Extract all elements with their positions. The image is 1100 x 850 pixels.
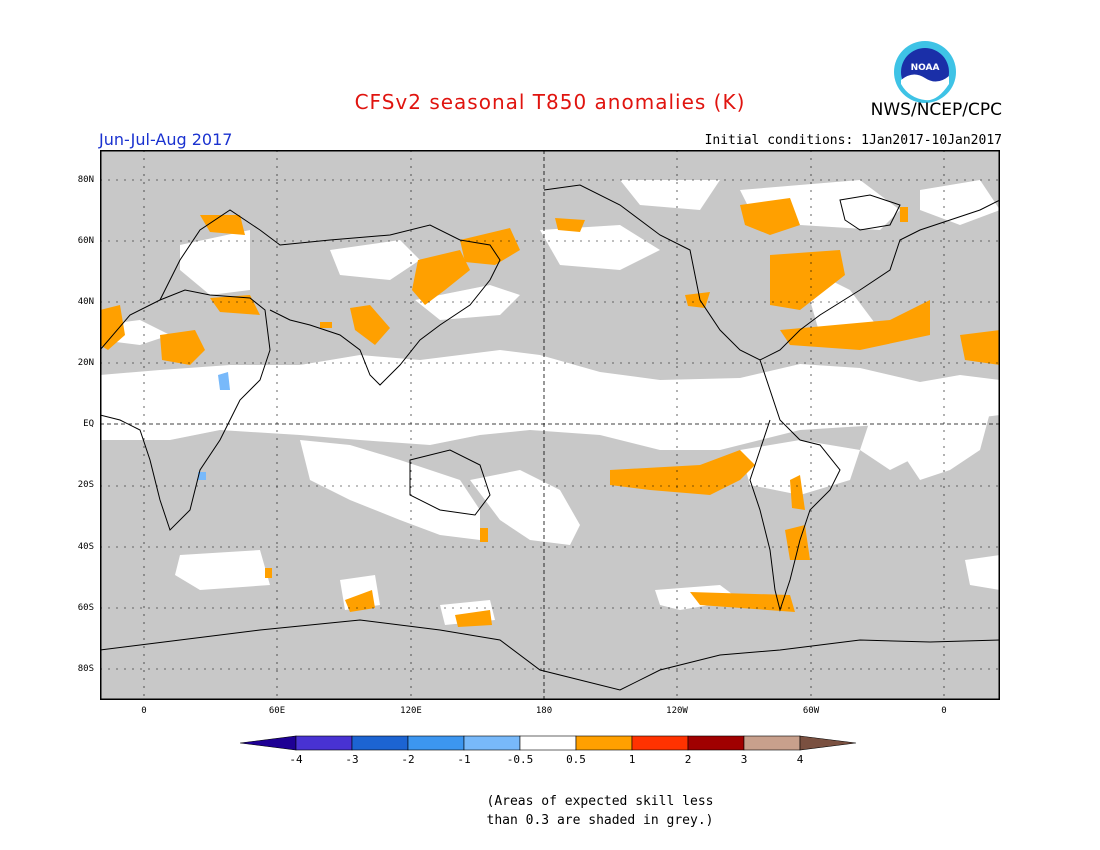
skill-note: (Areas of expected skill less than 0.3 a…	[0, 792, 1100, 830]
anomaly-map	[100, 150, 1000, 700]
forecast-period: Jun-Jul-Aug 2017	[99, 130, 233, 149]
colorbar-box	[351, 735, 409, 751]
colorbar-arrow-high	[799, 735, 857, 751]
colorbar-tick-label: 4	[797, 753, 804, 766]
colorbar-box	[295, 735, 353, 751]
colorbar: -4 -3 -2 -1 -0.5 0.5 1 2 3 4	[240, 735, 857, 766]
lon-label-0: 0	[141, 706, 147, 716]
colorbar-box	[463, 735, 521, 751]
skill-note-line-2: than 0.3 are shaded in grey.)	[486, 813, 714, 828]
map-title: CFSv2 seasonal T850 anomalies (K)	[354, 90, 746, 114]
lat-label-20s: 20S	[77, 480, 94, 490]
colorbar-tick-label: -1	[457, 753, 470, 766]
colorbar-tick-label: 2	[685, 753, 692, 766]
lon-label-60e: 60E	[268, 706, 286, 716]
colorbar-tick-label: 1	[629, 753, 636, 766]
colorbar-box	[743, 735, 801, 751]
colorbar-tick-label: -0.5	[507, 753, 534, 766]
skill-note-line-1: (Areas of expected skill less	[486, 794, 714, 809]
lon-label-120e: 120E	[400, 706, 422, 716]
lon-label-60w: 60W	[802, 706, 820, 716]
cool-anomaly-areas	[198, 372, 230, 480]
colorbar-tick-label: -4	[289, 753, 303, 766]
equator-dateline	[100, 150, 1000, 700]
colorbar-box	[407, 735, 465, 751]
lat-label-40s: 40S	[77, 542, 94, 552]
noaa-logo-icon: NOAA	[894, 41, 956, 103]
warm-anomaly-areas	[100, 198, 1000, 627]
lat-label-80s: 80S	[77, 664, 94, 674]
colorbar-box	[687, 735, 745, 751]
colorbar-box	[575, 735, 633, 751]
colorbar-box	[519, 735, 577, 751]
agency-label: NWS/NCEP/CPC	[870, 100, 1002, 120]
colorbar-arrow-low	[240, 735, 297, 751]
colorbar-tick-label: -2	[401, 753, 414, 766]
lat-label-eq: EQ	[83, 419, 94, 429]
lon-label-120w: 120W	[666, 706, 688, 716]
lat-label-60n: 60N	[77, 236, 94, 246]
colorbar-tick-label: 3	[741, 753, 748, 766]
colorbar-tick-label: -3	[345, 753, 358, 766]
colorbar-tick-label: 0.5	[566, 753, 586, 766]
lon-label-180: 180	[535, 706, 553, 716]
colorbar-box	[631, 735, 689, 751]
coastlines	[100, 184, 1000, 691]
graticule	[100, 150, 1000, 700]
lat-label-60s: 60S	[77, 603, 94, 613]
lat-label-40n: 40N	[77, 297, 94, 307]
svg-text:NOAA: NOAA	[911, 63, 940, 73]
initial-conditions: Initial conditions: 1Jan2017-10Jan2017	[704, 133, 1002, 148]
lat-label-80n: 80N	[77, 175, 94, 185]
lat-label-20n: 20N	[77, 358, 94, 368]
lon-label-0-east: 0	[941, 706, 947, 716]
neutral-areas	[100, 180, 1000, 625]
